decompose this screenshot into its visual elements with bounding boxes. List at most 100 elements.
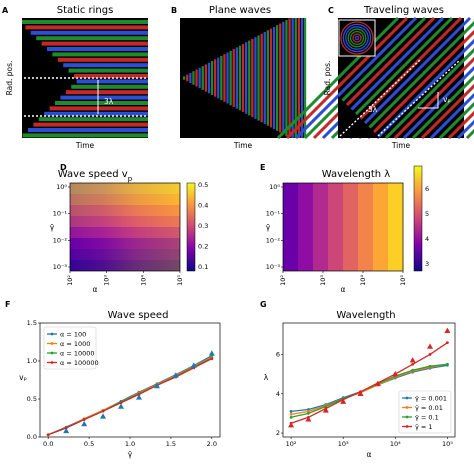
panel-c-inset-ring: [349, 30, 365, 46]
panel-c-stripe: [411, 74, 474, 140]
panel-b-stripe: [235, 47, 238, 109]
panel-f-legend-dot: [50, 342, 54, 345]
panel-e-heat-column: [343, 183, 359, 271]
panel-g-series-point: [445, 341, 449, 345]
panel-b-stripe: [288, 18, 291, 138]
panel-a-stripe: [25, 25, 148, 30]
panel-b-stripe: [198, 67, 201, 89]
panel-a-stripe: [76, 79, 148, 84]
panel-b-stripe: [272, 26, 276, 130]
panel-c-stripe: [312, 16, 436, 140]
panel-d-cbar-tick: 0.1: [198, 263, 208, 271]
panel-b-stripe: [269, 28, 273, 128]
panel-f-legend-label: α = 100: [60, 330, 86, 338]
panel-a-stripe: [49, 106, 148, 111]
panel-g-legend-dot: [405, 406, 409, 409]
panel-e-heat-column: [283, 183, 299, 271]
panel-f-ytick-label: 1.5: [27, 319, 37, 327]
panel-b-stripe: [251, 38, 254, 118]
panel-b-stripe: [300, 18, 304, 138]
panel-g-series-point: [445, 362, 449, 366]
panel-c-ylabel: Rad. pos.: [323, 61, 332, 96]
panel-c-wavelength-label: 3λ: [368, 105, 378, 114]
panel-c-stripe: [384, 47, 474, 140]
panel-b-stripe: [238, 45, 242, 111]
panel-d-frame: [69, 182, 181, 272]
panel-g-triangle-marker: [427, 343, 434, 349]
panel-g-series-line: [290, 363, 448, 416]
panel-b-stripe: [186, 74, 189, 82]
panel-d-heat-band: [70, 260, 180, 271]
panel-e-ylabel: γ̄: [266, 223, 271, 232]
panel-c-stripe: [276, 16, 400, 140]
panel-b-stripe: [260, 33, 263, 123]
panel-a-stripe: [30, 30, 148, 35]
panel-c-stripe: [357, 20, 474, 140]
panel-f-legend-dot: [50, 351, 54, 355]
panel-e-heat-column: [313, 183, 329, 271]
panel-b-stripe: [245, 42, 248, 114]
panel-g-triangle-marker: [340, 398, 347, 404]
panel-c-inset-ring: [340, 21, 374, 55]
panel-b-xlabel: Time: [233, 141, 253, 150]
panel-c-stripe: [447, 110, 474, 140]
panel-f-ytick-label: 1.0: [27, 357, 37, 365]
panel-g-ylabel: λ: [264, 373, 269, 382]
panel-b-stripe: [266, 30, 269, 126]
panel-b-stripe: [303, 18, 307, 138]
panel-g-xtick-label: 10²: [286, 440, 297, 448]
panel-b-stripe: [297, 18, 300, 138]
panel-a-stripe: [28, 128, 148, 132]
panel-c-stripe: [402, 65, 474, 140]
panel-d-title-main: Wave speed v: [58, 169, 128, 180]
panel-e-axes: 10² 10³ 10⁴ 10⁵ 10⁰ 10⁻¹ 10⁻² 10⁻³ 3 4 5 6 α γ̄: [266, 182, 429, 294]
panel-d-cbar-tick: 0.2: [198, 243, 208, 251]
panel-f-triangle-marker: [136, 394, 142, 400]
panel-a-stripe: [22, 133, 149, 138]
panel-e-ytick-label: 10⁻²: [266, 236, 281, 244]
panel-g-series-point: [306, 408, 310, 411]
panel-b-stripe: [232, 49, 235, 107]
panel-f-series-point: [46, 433, 50, 437]
panel-g-triangle-marker: [409, 357, 416, 363]
panel-a-wavelength-label: 3λ: [104, 97, 114, 106]
panel-f-ytick-label: 0.5: [27, 395, 37, 403]
panel-g-xtick-label: 10⁴: [390, 440, 401, 448]
panel-b-stripe: [279, 23, 282, 133]
panel-f-legend-dot: [50, 361, 54, 364]
panel-a-stripe: [63, 63, 149, 68]
panel-e-cbar-tick: 6: [425, 185, 429, 193]
panel-b-stripe: [257, 35, 260, 121]
panel-b-stripe: [207, 62, 211, 94]
panel-g-legend-dot: [405, 415, 409, 419]
panel-d-heat-band: [70, 238, 180, 249]
panel-c-speed-marker: [418, 92, 439, 109]
panel-b-stripe: [204, 64, 207, 92]
panel-g-ytick-label: 4: [276, 390, 280, 398]
panel-e-xlabel: α: [341, 285, 346, 294]
panel-g-legend-label: γ̄ = 0.1: [415, 413, 439, 421]
panel-f-ylabel: vₚ: [19, 373, 27, 382]
panel-a-xlabel: Time: [75, 141, 95, 150]
panel-c-inset-ring: [345, 26, 369, 50]
panel-f-series-point: [210, 357, 214, 361]
panel-f-triangle-marker: [154, 382, 160, 389]
panel-letter-a: A: [2, 6, 9, 15]
panel-d-ytick-label: 10⁻¹: [53, 210, 68, 218]
panel-b-stripe: [214, 59, 217, 97]
panel-g-frame: [282, 322, 456, 438]
panel-g-triangle-marker: [322, 407, 329, 413]
panel-b-stripe: [294, 18, 297, 138]
panel-b-stripe: [201, 66, 204, 90]
panel-c-stripe: [294, 16, 418, 140]
panel-g-ytick-label: 6: [276, 350, 280, 358]
panel-f-xtick-label: 2.0: [207, 440, 217, 448]
panel-c-stripe: [366, 29, 474, 140]
panel-f-series-point: [82, 418, 86, 421]
panel-a-stripe: [65, 90, 148, 95]
panel-g-legend-label: γ̄ = 1: [415, 423, 433, 431]
panel-a-stripe: [44, 111, 149, 116]
panel-c-speed-label: vₚ: [443, 95, 451, 104]
panel-e-xtick-label: 10⁴: [359, 275, 367, 286]
